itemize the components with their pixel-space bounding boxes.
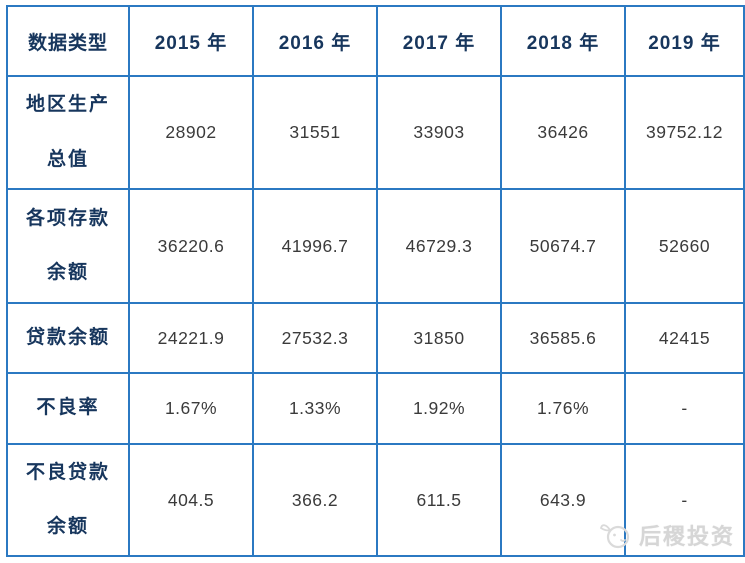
table-cell-value: 39752.12	[624, 75, 745, 190]
header-row: 数据类型 2015 年 2016 年 2017 年 2018 年 2019 年	[6, 5, 745, 77]
table-cell-value: 36220.6	[128, 188, 254, 304]
table-cell-value: 52660	[624, 188, 745, 304]
column-header-2019: 2019 年	[624, 5, 745, 77]
table-cell-value: 1.76%	[500, 372, 626, 445]
column-header-2016: 2016 年	[252, 5, 378, 77]
table-cell-value: 50674.7	[500, 188, 626, 304]
row-label-gdp: 地区生产 总值	[6, 75, 130, 190]
column-header-type: 数据类型	[6, 5, 130, 77]
table-cell-value: 404.5	[128, 443, 254, 557]
table-cell-value: 24221.9	[128, 302, 254, 374]
table-cell-value: 33903	[376, 75, 502, 190]
row-label-npl-balance: 不良贷款 余额	[6, 443, 130, 557]
table-cell-value: 36426	[500, 75, 626, 190]
row-label-npl-ratio: 不良率	[6, 372, 130, 445]
data-table: 数据类型 2015 年 2016 年 2017 年 2018 年 2019 年 …	[6, 5, 745, 557]
row-label-deposits: 各项存款 余额	[6, 188, 130, 304]
table-row-gdp: 地区生产 总值 28902 31551 33903 36426 39752.12	[6, 75, 745, 190]
table-cell-value: 36585.6	[500, 302, 626, 374]
row-label-loans: 贷款余额	[6, 302, 130, 374]
table-cell-value: 1.92%	[376, 372, 502, 445]
table-cell-value: 1.33%	[252, 372, 378, 445]
column-header-2017: 2017 年	[376, 5, 502, 77]
table-cell-value: 31551	[252, 75, 378, 190]
table-cell-value: -	[624, 443, 745, 557]
table-cell-value: 643.9	[500, 443, 626, 557]
table-cell-value: 28902	[128, 75, 254, 190]
column-header-2018: 2018 年	[500, 5, 626, 77]
table-cell-value: 611.5	[376, 443, 502, 557]
table-cell-value: -	[624, 372, 745, 445]
table-cell-value: 31850	[376, 302, 502, 374]
table-cell-value: 42415	[624, 302, 745, 374]
table-row-deposits: 各项存款 余额 36220.6 41996.7 46729.3 50674.7 …	[6, 188, 745, 304]
table-row-npl-balance: 不良贷款 余额 404.5 366.2 611.5 643.9 -	[6, 443, 745, 557]
table-row-npl-ratio: 不良率 1.67% 1.33% 1.92% 1.76% -	[6, 372, 745, 445]
table-cell-value: 1.67%	[128, 372, 254, 445]
table-cell-value: 46729.3	[376, 188, 502, 304]
table-cell-value: 27532.3	[252, 302, 378, 374]
column-header-2015: 2015 年	[128, 5, 254, 77]
table-cell-value: 366.2	[252, 443, 378, 557]
table-cell-value: 41996.7	[252, 188, 378, 304]
table-row-loans: 贷款余额 24221.9 27532.3 31850 36585.6 42415	[6, 302, 745, 374]
